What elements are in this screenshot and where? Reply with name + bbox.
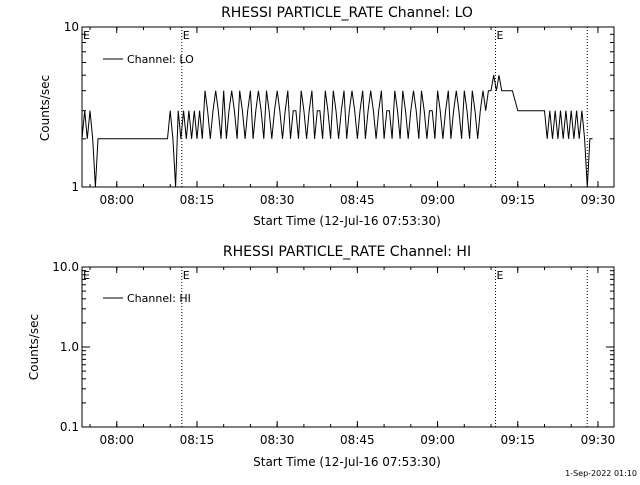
y-axis-label: Counts/sec	[38, 75, 52, 141]
footer-timestamp: 1-Sep-2022 01:10	[565, 469, 637, 478]
event-marker-label: E	[83, 269, 90, 282]
x-tick-label: 09:00	[420, 433, 455, 447]
x-tick-label: 08:15	[180, 193, 215, 207]
panel-channel-lo: RHESSI PARTICLE_RATE Channel: LO Counts/…	[38, 5, 615, 228]
panel-channel-hi: RHESSI PARTICLE_RATE Channel: HI Counts/…	[27, 244, 615, 469]
x-tick-label: 08:00	[99, 433, 134, 447]
event-marker-label: E	[496, 29, 503, 42]
y-axis-ticks: 1 10	[64, 20, 614, 194]
event-marker-label: E	[83, 29, 90, 42]
legend-entry: Channel: LO	[127, 53, 194, 66]
chart-title: RHESSI PARTICLE_RATE Channel: LO	[221, 5, 473, 21]
x-tick-label: 09:15	[500, 193, 535, 207]
x-axis-ticks: 08:00 08:15 08:30 08:45 09:00 09:15 09:30	[89, 27, 616, 207]
y-axis-label: Counts/sec	[27, 314, 41, 380]
data-series	[81, 75, 593, 188]
x-tick-label: 09:00	[420, 193, 455, 207]
y-tick-label: 10.0	[52, 260, 79, 274]
event-markers: E EE	[83, 267, 588, 427]
x-tick-label: 09:30	[581, 433, 616, 447]
x-tick-label: 08:30	[260, 193, 295, 207]
event-marker-label: E	[183, 29, 190, 42]
x-tick-label: 09:15	[500, 433, 535, 447]
series-line-channel-lo	[81, 75, 593, 188]
x-tick-label: 08:15	[180, 433, 215, 447]
x-tick-label: 08:45	[340, 433, 375, 447]
event-markers: E EE	[83, 27, 588, 187]
chart-title: RHESSI PARTICLE_RATE Channel: HI	[223, 244, 471, 260]
y-tick-label: 1.0	[60, 340, 79, 354]
event-marker-label: E	[183, 269, 190, 282]
y-tick-label: 10	[64, 20, 79, 34]
legend: Channel: LO	[103, 53, 194, 66]
x-tick-label: 08:30	[260, 433, 295, 447]
x-axis-ticks: 08:00 08:15 08:30 08:45 09:00 09:15 09:30	[89, 267, 616, 447]
x-tick-label: 08:45	[340, 193, 375, 207]
plot-frame	[81, 26, 615, 188]
x-axis-label: Start Time (12-Jul-16 07:53:30)	[253, 214, 441, 228]
x-tick-label: 08:00	[99, 193, 134, 207]
y-tick-label: 1	[71, 180, 79, 194]
y-axis-ticks: 0.1 1.0 10.0	[52, 260, 614, 434]
event-marker-label: E	[496, 269, 503, 282]
x-tick-label: 09:30	[581, 193, 616, 207]
legend-entry: Channel: HI	[127, 292, 191, 305]
legend: Channel: HI	[103, 292, 191, 305]
x-axis-label: Start Time (12-Jul-16 07:53:30)	[253, 455, 441, 469]
y-tick-label: 0.1	[60, 420, 79, 434]
